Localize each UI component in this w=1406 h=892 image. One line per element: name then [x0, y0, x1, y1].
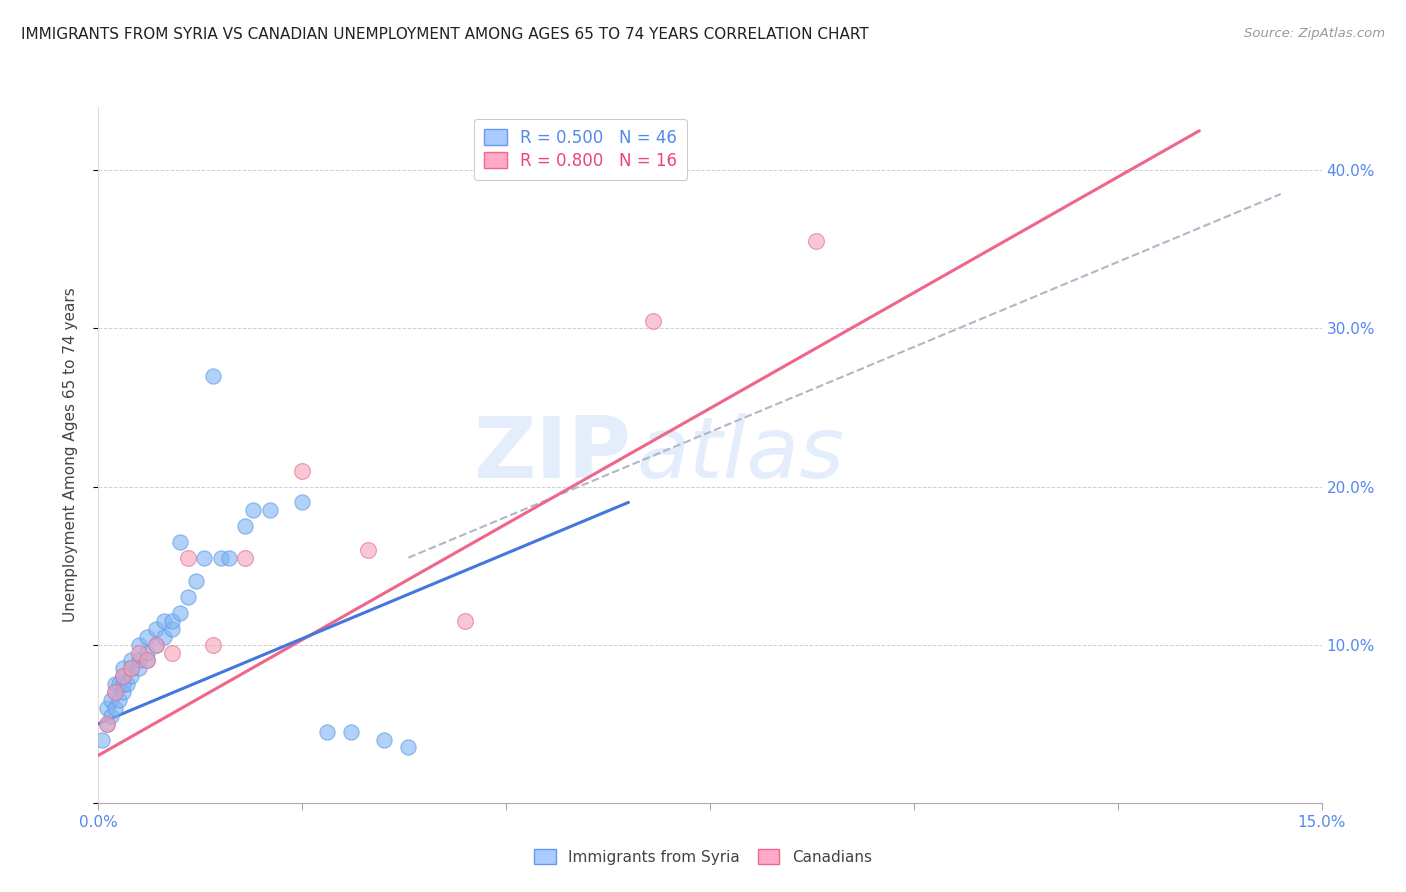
Point	[233, 550, 256, 565]
Point	[396, 740, 419, 755]
Point	[186, 574, 208, 589]
Point	[169, 606, 191, 620]
Point	[804, 235, 827, 249]
Point	[160, 614, 183, 628]
Y-axis label: Unemployment Among Ages 65 to 74 years: Unemployment Among Ages 65 to 74 years	[63, 287, 77, 623]
Point	[169, 534, 191, 549]
Point	[259, 503, 281, 517]
Legend: R = 0.500   N = 46, R = 0.800   N = 16: R = 0.500 N = 46, R = 0.800 N = 16	[474, 119, 688, 180]
Point	[120, 661, 142, 675]
Point	[160, 646, 183, 660]
Point	[145, 638, 167, 652]
Point	[104, 677, 127, 691]
Point	[145, 638, 167, 652]
Point	[108, 693, 131, 707]
Point	[641, 313, 664, 327]
Point	[120, 661, 142, 675]
Point	[136, 630, 159, 644]
Point	[373, 732, 395, 747]
Point	[100, 708, 122, 723]
Point	[128, 646, 150, 660]
Point	[136, 646, 159, 660]
Point	[100, 693, 122, 707]
Text: ZIP: ZIP	[472, 413, 630, 497]
Point	[111, 685, 134, 699]
Point	[120, 669, 142, 683]
Point	[108, 677, 131, 691]
Point	[201, 368, 224, 383]
Point	[152, 614, 174, 628]
Point	[104, 685, 127, 699]
Point	[104, 685, 127, 699]
Point	[233, 519, 256, 533]
Point	[315, 724, 337, 739]
Legend: Immigrants from Syria, Canadians: Immigrants from Syria, Canadians	[529, 843, 877, 871]
Point	[145, 622, 167, 636]
Point	[96, 701, 118, 715]
Point	[128, 653, 150, 667]
Point	[209, 550, 232, 565]
Point	[201, 638, 224, 652]
Point	[454, 614, 477, 628]
Point	[242, 503, 264, 517]
Point	[115, 677, 138, 691]
Text: Source: ZipAtlas.com: Source: ZipAtlas.com	[1244, 27, 1385, 40]
Point	[356, 542, 378, 557]
Point	[177, 591, 200, 605]
Point	[291, 464, 314, 478]
Point	[128, 661, 150, 675]
Point	[104, 701, 127, 715]
Point	[111, 661, 134, 675]
Point	[291, 495, 314, 509]
Point	[96, 716, 118, 731]
Point	[111, 669, 134, 683]
Point	[160, 622, 183, 636]
Point	[177, 550, 200, 565]
Point	[111, 677, 134, 691]
Point	[340, 724, 363, 739]
Point	[91, 732, 114, 747]
Point	[128, 638, 150, 652]
Point	[218, 550, 240, 565]
Point	[193, 550, 215, 565]
Text: atlas: atlas	[637, 413, 845, 497]
Text: IMMIGRANTS FROM SYRIA VS CANADIAN UNEMPLOYMENT AMONG AGES 65 TO 74 YEARS CORRELA: IMMIGRANTS FROM SYRIA VS CANADIAN UNEMPL…	[21, 27, 869, 42]
Point	[120, 653, 142, 667]
Point	[136, 653, 159, 667]
Point	[96, 716, 118, 731]
Point	[111, 669, 134, 683]
Point	[136, 653, 159, 667]
Point	[152, 630, 174, 644]
